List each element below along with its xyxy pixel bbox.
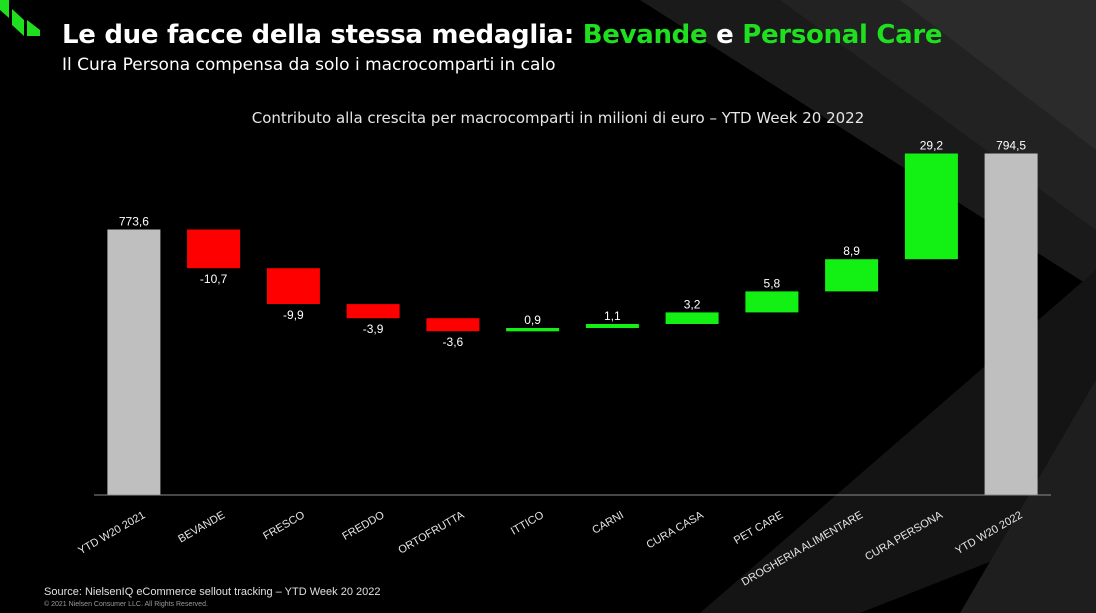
title-conjunction: e xyxy=(716,20,734,50)
x-tick-label-bevande: BEVANDE xyxy=(176,509,227,545)
data-label-fresco: -9,9 xyxy=(283,308,304,322)
title-prefix: Le due facce della stessa medaglia: xyxy=(62,20,574,50)
x-tick-label-freddo: FREDDO xyxy=(340,509,387,543)
x-tick-label-cura-casa: CURA CASA xyxy=(645,509,707,552)
page-title: Le due facce della stessa medaglia: Beva… xyxy=(62,20,943,50)
x-tick-label-ittico: ITTICO xyxy=(509,509,547,538)
data-label-drogheria-alimentare: 8,9 xyxy=(843,244,860,258)
title-highlight-bevande: Bevande xyxy=(582,20,708,50)
chart-title: Contributo alla crescita per macrocompar… xyxy=(251,109,865,127)
bar-pet-care xyxy=(745,291,799,313)
x-tick-label-ortofrutta: ORTOFRUTTA xyxy=(396,509,467,557)
x-tick-label-carni: CARNI xyxy=(590,509,626,537)
data-label-freddo: -3,9 xyxy=(363,322,384,336)
bar-drogheria-alimentare xyxy=(825,259,879,292)
source-note: Source: NielsenIQ eCommerce sellout trac… xyxy=(44,586,381,598)
bar-ittico xyxy=(506,328,560,332)
copyright-note: © 2021 Nielsen Consumer LLC. All Rights … xyxy=(44,601,208,608)
data-label-ytd-w20-2022: 794,5 xyxy=(996,139,1026,153)
bar-carni xyxy=(585,324,639,328)
bar-ytd-w20-2021 xyxy=(107,229,161,495)
title-highlight-personal-care: Personal Care xyxy=(742,20,943,50)
data-label-ortofrutta: -3,6 xyxy=(443,335,464,349)
page-subtitle: Il Cura Persona compensa da solo i macro… xyxy=(62,55,556,75)
data-label-carni: 1,1 xyxy=(604,309,621,323)
bar-cura-persona xyxy=(904,153,958,260)
data-label-ittico: 0,9 xyxy=(524,313,541,327)
data-label-ytd-w20-2021: 773,6 xyxy=(119,215,149,229)
x-tick-label-ytd-w20-2021: YTD W20 2021 xyxy=(76,509,147,557)
data-label-cura-persona: 29,2 xyxy=(920,139,944,153)
data-label-bevande: -10,7 xyxy=(200,272,228,286)
bar-bevande xyxy=(187,229,241,269)
bar-cura-casa xyxy=(665,312,719,324)
x-tick-label-cura-persona: CURA PERSONA xyxy=(863,509,945,563)
nielseniq-logo xyxy=(0,0,40,36)
data-label-pet-care: 5,8 xyxy=(764,276,781,290)
data-label-cura-casa: 3,2 xyxy=(684,297,701,311)
bar-ortofrutta xyxy=(426,318,480,332)
x-tick-label-pet-care: PET CARE xyxy=(732,509,785,547)
bar-ytd-w20-2022 xyxy=(984,153,1038,495)
x-tick-label-ytd-w20-2022: YTD W20 2022 xyxy=(953,509,1024,557)
x-tick-label-fresco: FRESCO xyxy=(261,509,307,543)
bar-fresco xyxy=(266,268,320,304)
bar-freddo xyxy=(346,304,400,319)
